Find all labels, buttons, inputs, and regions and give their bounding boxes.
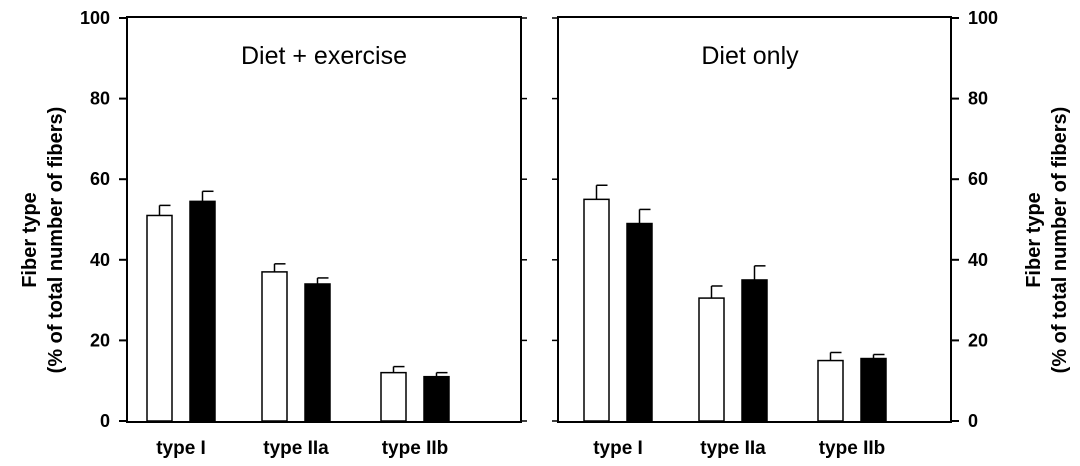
x-tick-label-p1-c1: type IIa (700, 438, 766, 459)
panel-title-left: Diet + exercise (241, 42, 407, 70)
y-axis-title-left: Fiber type (% of total number of fibers) (19, 107, 67, 374)
y-axis-title-right: Fiber type (% of total number of fibers) (1023, 107, 1071, 374)
x-tick-label-p0-c0: type I (156, 438, 206, 459)
bar-p1-c2-s0 (817, 359, 844, 422)
y-tick-label-right-5: 100 (968, 8, 998, 28)
y-tick-label-left-4: 80 (90, 89, 110, 109)
chart-marks: 0 0 20 20 40 40 60 60 80 80 100 100 type I type IIa ty… (80, 8, 998, 459)
panel-frame-right (557, 16, 952, 423)
y-tick-label-right-4: 80 (968, 89, 988, 109)
panel-frame-left (126, 16, 522, 423)
bar-p0-c2-s1 (423, 375, 450, 422)
bar-p0-c1-s1 (304, 283, 331, 422)
bar-p0-c2-s0 (380, 371, 407, 422)
bar-p1-c0-s1 (626, 222, 653, 422)
x-tick-label-p1-c2: type IIb (819, 438, 886, 459)
y-tick-label-left-5: 100 (80, 8, 110, 28)
y-tick-label-left-3: 60 (90, 169, 110, 189)
y-tick-label-left-0: 0 (100, 411, 110, 431)
x-tick-label-p0-c2: type IIb (382, 438, 449, 459)
bar-p1-c2-s1 (860, 357, 887, 422)
y-tick-label-right-0: 0 (968, 411, 978, 431)
bar-p1-c1-s1 (741, 279, 768, 422)
bar-p1-c1-s0 (698, 297, 725, 422)
bar-p0-c0-s1 (189, 200, 216, 422)
y-tick-label-left-1: 20 (90, 330, 110, 350)
bar-p0-c0-s0 (146, 214, 173, 422)
panel-title-right: Diet only (701, 42, 799, 70)
y-tick-label-left-2: 40 (90, 250, 110, 270)
y-axis-title-left-line2: (% of total number of fibers) (45, 107, 67, 374)
x-tick-label-p1-c0: type I (593, 438, 643, 459)
y-tick-label-right-2: 40 (968, 250, 988, 270)
y-tick-label-right-3: 60 (968, 169, 988, 189)
y-axis-title-left-line1: Fiber type (19, 192, 41, 288)
y-axis-title-right-line1: Fiber type (1023, 192, 1045, 288)
bar-p1-c0-s0 (583, 198, 610, 422)
x-tick-label-p0-c1: type IIa (263, 438, 329, 459)
y-axis-title-right-line2: (% of total number of fibers) (1049, 107, 1071, 374)
y-tick-label-right-1: 20 (968, 330, 988, 350)
bar-p0-c1-s0 (261, 271, 288, 422)
